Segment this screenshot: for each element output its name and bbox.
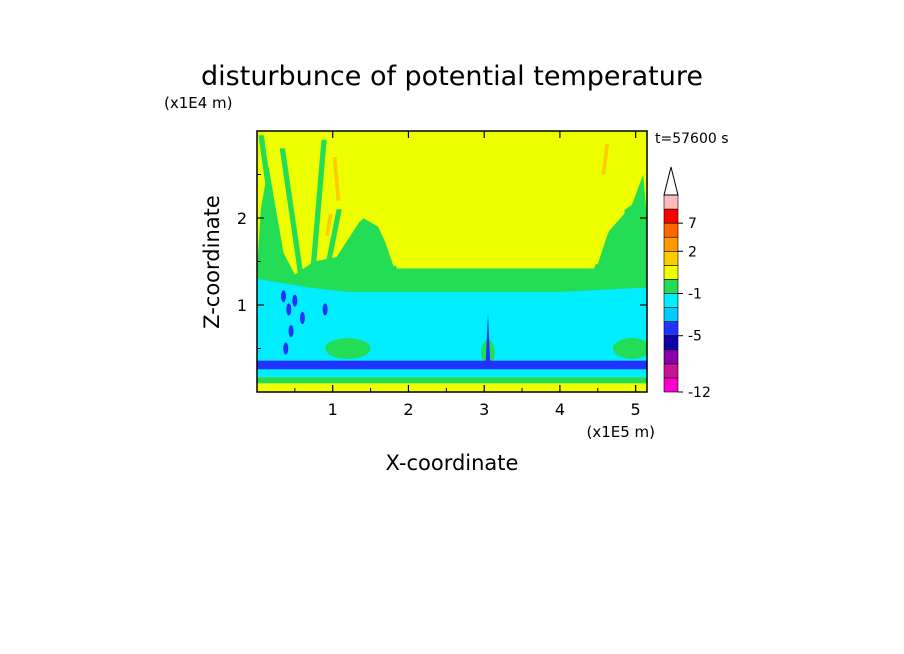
colorbar-tick-label: -5 [688, 329, 702, 345]
region-streak [258, 135, 285, 288]
region-mid-layer [257, 278, 647, 373]
region-fleck [283, 342, 289, 355]
y-unit-label: (x1E4 m) [164, 94, 233, 112]
contour-field [257, 131, 647, 392]
colorbar-tick-label: -12 [688, 385, 711, 401]
colorbar-swatch [663, 307, 679, 322]
x-tick-label: 3 [479, 400, 489, 419]
colorbar-swatch [663, 250, 679, 266]
x-axis-label: X-coordinate [386, 451, 519, 475]
colorbar: -12-5-127 [663, 166, 711, 401]
colorbar-swatch [663, 265, 679, 280]
x-tick-label: 2 [403, 400, 413, 419]
colorbar-swatch [663, 208, 679, 224]
region-fleck [281, 290, 287, 303]
region-fleck [322, 303, 328, 316]
region-lobe [325, 338, 371, 359]
colorbar-tick-label: -1 [688, 287, 702, 303]
colorbar-swatch [663, 222, 679, 238]
region-surface-cyan [257, 369, 647, 378]
region-streak [310, 139, 327, 275]
region-warm-streak [601, 144, 610, 175]
region-lobe [612, 338, 647, 359]
x-tick-label: 1 [328, 400, 338, 419]
region-warm-streak [325, 213, 333, 236]
colorbar-swatch [663, 279, 679, 294]
region-low-layer [257, 360, 647, 370]
colorbar-tick-label: 7 [688, 216, 697, 232]
region-warm-streak [332, 157, 341, 201]
colorbar-extend-arrow [663, 166, 679, 196]
colorbar-swatch [663, 349, 679, 365]
y-tick-label: 2 [237, 209, 247, 228]
region-fleck [292, 294, 298, 307]
y-axis: 12 [237, 174, 647, 349]
x-axis: 1 2 3 4 5 [294, 131, 641, 419]
chart-title: disturbunce of potential temperature [201, 61, 703, 92]
region-upper-interior [355, 139, 632, 269]
x-tick-label: 5 [631, 400, 641, 419]
colorbar-swatch [663, 363, 679, 379]
region-fleck [288, 325, 294, 338]
colorbar-swatch [663, 335, 679, 351]
x-unit-label: (x1E5 m) [586, 423, 655, 441]
y-tick-label: 1 [237, 296, 247, 315]
colorbar-swatch [663, 293, 679, 308]
region-spike [485, 313, 491, 362]
region-fleck [299, 312, 305, 325]
time-label: t=57600 s [655, 131, 729, 147]
y-axis-label: Z-coordinate [200, 195, 224, 329]
x-tick-label: 4 [555, 400, 565, 419]
colorbar-swatch [663, 377, 679, 393]
region-streak [279, 148, 304, 279]
colorbar-swatch [663, 194, 679, 210]
colorbar-swatch [663, 321, 679, 337]
colorbar-tick-label: 2 [688, 244, 697, 260]
region-streak [325, 209, 342, 266]
region-fleck [286, 303, 292, 316]
colorbar-swatch [663, 236, 679, 252]
region-surface-green [257, 377, 647, 384]
